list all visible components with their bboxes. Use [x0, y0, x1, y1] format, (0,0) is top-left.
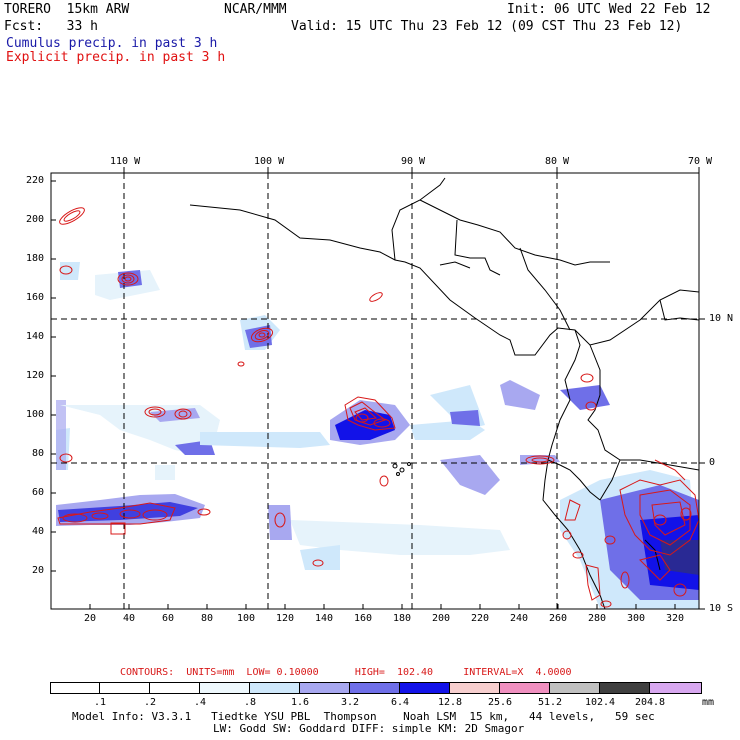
valid-time: Valid: 15 UTC Thu 23 Feb 12 (09 CST Thu … — [291, 19, 683, 34]
contour-units: CONTOURS: UNITS=mm LOW= 0.10000 — [120, 667, 319, 678]
lon-label-100w: 100 W — [254, 156, 285, 167]
legend-swatch — [150, 682, 200, 694]
legend-unit: mm — [701, 697, 715, 708]
x-label: 280 — [588, 613, 607, 624]
x-label: 60 — [162, 613, 175, 624]
x-label: 160 — [354, 613, 373, 624]
x-label: 140 — [315, 613, 334, 624]
org-label: NCAR/MMM — [224, 2, 287, 17]
lat-label-10n: 10 N — [709, 313, 734, 324]
x-label: 200 — [432, 613, 451, 624]
legend-swatch — [300, 682, 350, 694]
x-label: 100 — [237, 613, 256, 624]
y-label: 40 — [32, 526, 45, 537]
x-label: 20 — [84, 613, 97, 624]
galapagos-islands — [392, 462, 411, 476]
x-label: 320 — [666, 613, 685, 624]
y-label: 120 — [26, 370, 45, 381]
lon-label-110w: 110 W — [110, 156, 141, 167]
contour-info: CONTOURS: UNITS=mm LOW= 0.10000 HIGH= 10… — [120, 667, 572, 679]
x-label: 240 — [510, 613, 529, 624]
lon-label-90w: 90 W — [401, 156, 426, 167]
model-title: TORERO 15km ARW — [4, 2, 130, 17]
cumulus-legend-label: Cumulus precip. in past 3 h — [6, 36, 218, 51]
legend-swatch — [450, 682, 500, 694]
contour-high: HIGH= 102.40 — [354, 667, 434, 678]
explicit-legend-label: Explicit precip. in past 3 h — [6, 50, 226, 65]
legend-value: .1 — [93, 697, 107, 708]
legend-swatch — [100, 682, 150, 694]
legend-value: 51.2 — [537, 697, 563, 708]
top-ticks — [123, 167, 705, 610]
legend-swatch — [550, 682, 600, 694]
left-ticks — [51, 180, 56, 572]
y-label: 220 — [26, 175, 45, 186]
lat-label-0: 0 — [709, 457, 716, 468]
x-label: 220 — [471, 613, 490, 624]
model-info-line2: LW: Godd SW: Goddard DIFF: simple KM: 2D… — [213, 722, 525, 735]
y-label: 200 — [26, 214, 45, 225]
lon-label-70w: 70 W — [688, 156, 713, 167]
y-label: 160 — [26, 292, 45, 303]
y-label: 20 — [32, 565, 45, 576]
forecast-hour: Fcst: 33 h — [4, 19, 98, 34]
x-label: 80 — [201, 613, 214, 624]
y-label: 80 — [32, 448, 45, 459]
legend-swatch — [500, 682, 550, 694]
x-label: 300 — [627, 613, 646, 624]
x-label: 260 — [549, 613, 568, 624]
model-info-line1: Model Info: V3.3.1 Tiedtke YSU PBL Thomp… — [72, 710, 655, 723]
y-label: 100 — [26, 409, 45, 420]
legend-value: 204.8 — [634, 697, 666, 708]
coastline-south-america — [542, 299, 699, 609]
legend-value: 25.6 — [487, 697, 513, 708]
lon-label-80w: 80 W — [545, 156, 570, 167]
x-label: 120 — [276, 613, 295, 624]
legend-swatch — [200, 682, 250, 694]
coastline-central-america — [189, 177, 699, 356]
legend-value: 6.4 — [390, 697, 410, 708]
bottom-ticks — [89, 604, 676, 609]
legend-value: .4 — [193, 697, 207, 708]
y-label: 60 — [32, 487, 45, 498]
legend-swatch — [250, 682, 300, 694]
legend-swatch — [650, 682, 702, 694]
legend-swatch — [400, 682, 450, 694]
legend-value: 1.6 — [290, 697, 310, 708]
x-label: 40 — [123, 613, 136, 624]
legend-swatch — [600, 682, 650, 694]
lat-label-10s: 10 S — [709, 603, 734, 614]
legend-value: .2 — [143, 697, 157, 708]
lat-lon-grid — [51, 173, 699, 609]
legend-swatch — [350, 682, 400, 694]
legend-value: 3.2 — [340, 697, 360, 708]
y-label: 180 — [26, 253, 45, 264]
x-label: 180 — [393, 613, 412, 624]
y-label: 140 — [26, 331, 45, 342]
init-time: Init: 06 UTC Wed 22 Feb 12 — [507, 2, 711, 17]
legend-swatch — [50, 682, 100, 694]
contour-interval: INTERVAL=X 4.0000 — [463, 667, 572, 678]
legend-value: 102.4 — [584, 697, 616, 708]
explicit-precip-contours — [57, 207, 699, 608]
legend-value: .8 — [243, 697, 257, 708]
legend-value: 12.8 — [437, 697, 463, 708]
cumulus-precip-areas — [56, 262, 699, 609]
